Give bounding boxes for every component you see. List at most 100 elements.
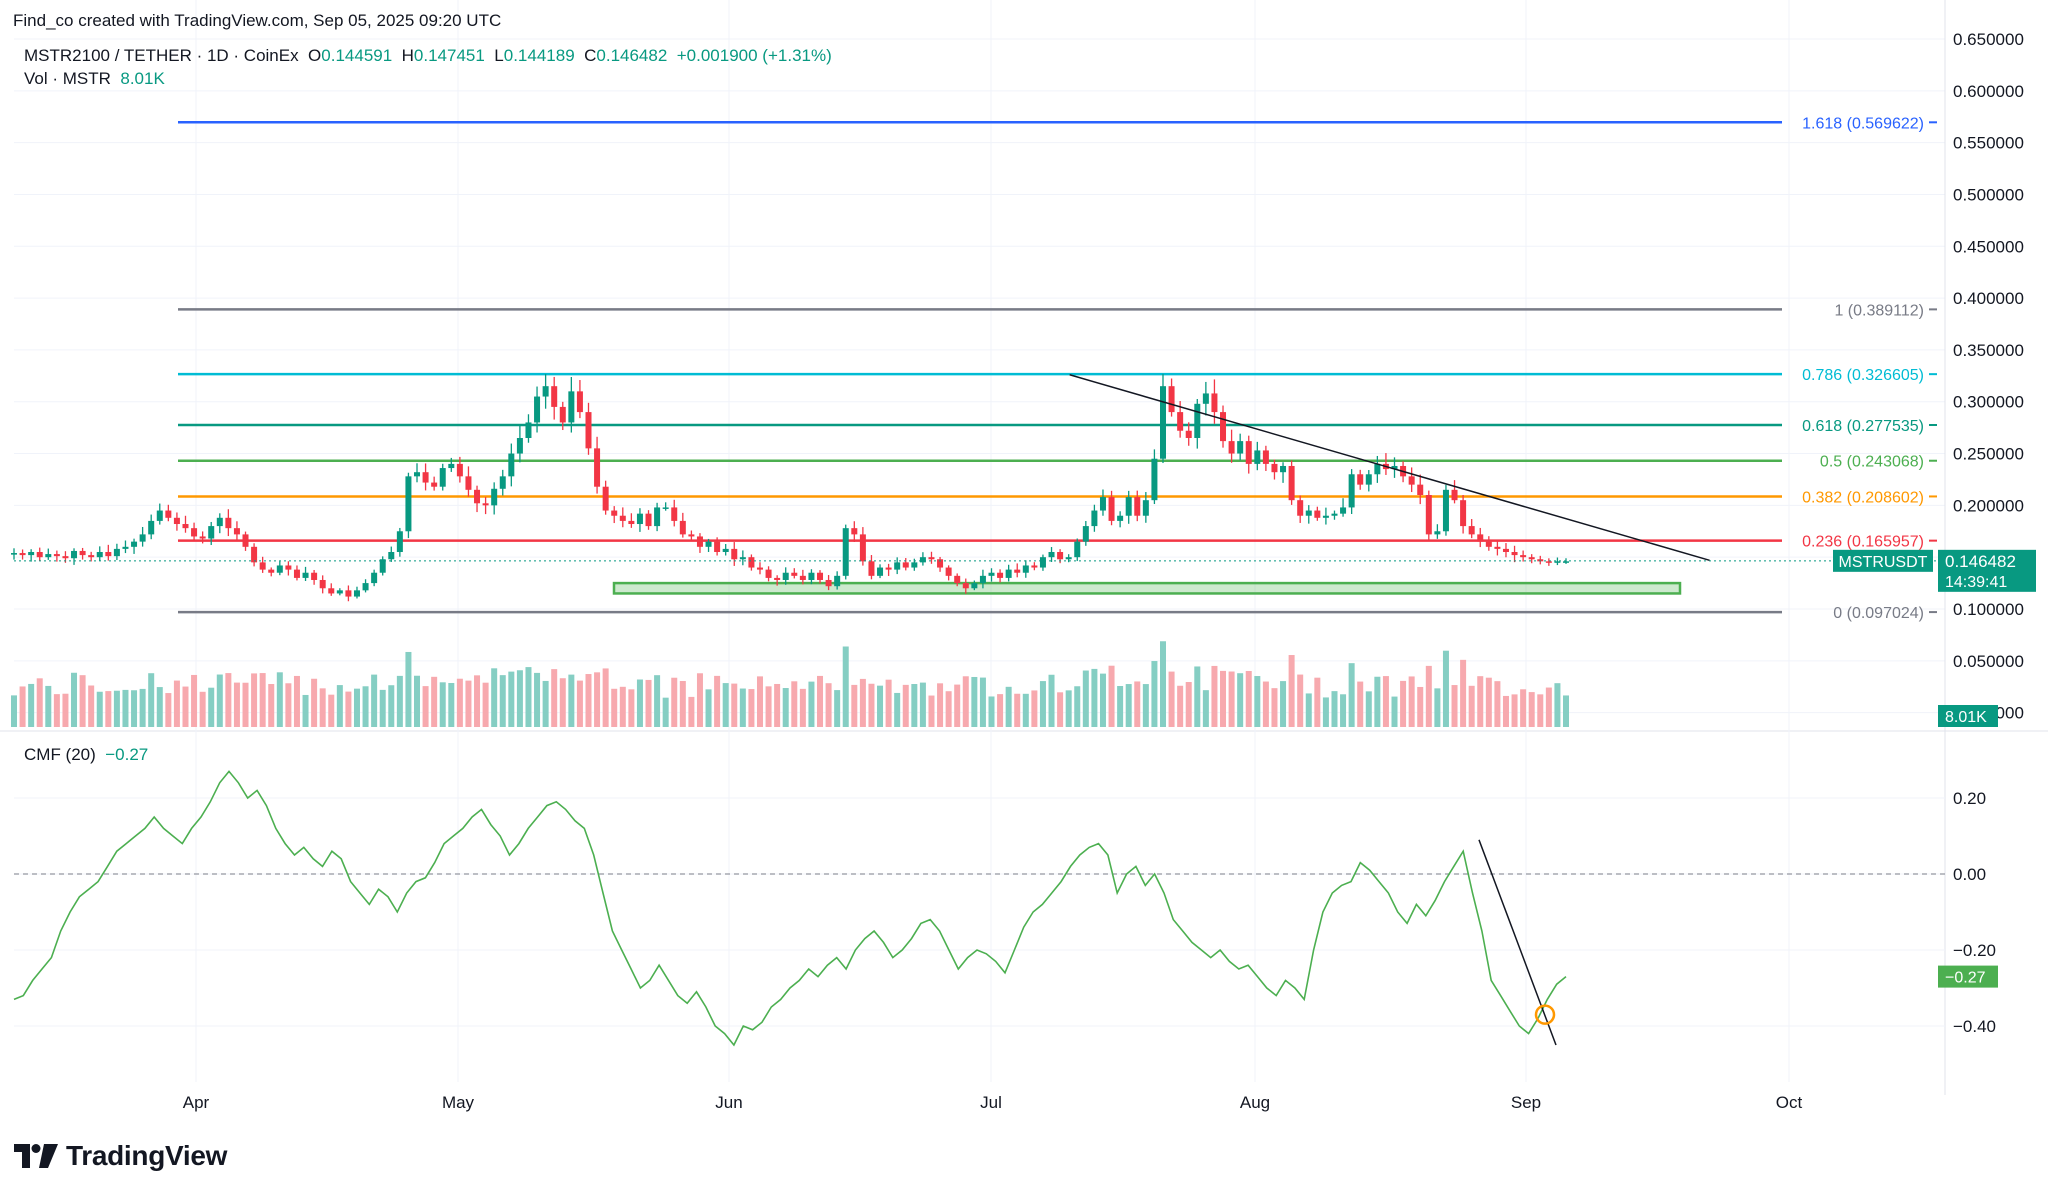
candle-body xyxy=(79,550,86,556)
candle-body xyxy=(516,438,523,454)
candle-body xyxy=(1460,500,1467,527)
candle-body xyxy=(619,515,626,521)
volume-bar xyxy=(1511,694,1518,727)
volume-bar xyxy=(216,674,223,727)
candle-body xyxy=(431,482,438,487)
volume-bar xyxy=(1322,697,1329,727)
volume-bar xyxy=(1425,665,1432,727)
volume-bar xyxy=(1245,670,1252,727)
volume-bar xyxy=(885,679,892,727)
volume-bar xyxy=(88,685,95,727)
candle-body xyxy=(842,528,849,576)
volume-bar xyxy=(148,673,155,727)
candle-body xyxy=(353,590,360,597)
volume-bar xyxy=(962,676,969,727)
volume-bar xyxy=(499,675,506,727)
candle-body xyxy=(791,572,798,576)
volume-bar xyxy=(1280,681,1287,727)
fib-level-label: 0.618 (0.277535) xyxy=(1802,418,1924,435)
candle-body xyxy=(96,552,103,558)
candle-body xyxy=(911,562,918,568)
fibonacci-levels[interactable]: 1.618 (0.569622) 1 (0.389112) 0.786 (0.326… xyxy=(178,115,1937,622)
volume-bar xyxy=(619,686,626,727)
price-tick-label: 0.600000 xyxy=(1953,82,2024,101)
volume-bar xyxy=(756,676,763,727)
volume-legend[interactable]: Vol · MSTR 8.01K xyxy=(24,69,165,89)
volume-bar xyxy=(448,682,455,727)
volume-bar xyxy=(611,688,618,727)
volume-bar xyxy=(1177,685,1184,727)
volume-bar xyxy=(1117,686,1124,727)
support-zone[interactable] xyxy=(612,581,1682,595)
cmf-tick-label: −0.20 xyxy=(1953,941,1996,960)
candle-body xyxy=(414,472,421,477)
close-label: C xyxy=(584,46,597,65)
volume-bar xyxy=(825,683,832,727)
tradingview-logo[interactable]: TradingView xyxy=(14,1140,227,1172)
volume-bar xyxy=(1228,671,1235,727)
candle-body xyxy=(88,555,95,558)
volume-bar xyxy=(817,675,824,727)
volume-bar xyxy=(1185,682,1192,727)
time-axis[interactable]: Apr May Jun Jul Aug Sep Oct xyxy=(183,1093,1803,1112)
candle-body xyxy=(1408,476,1415,485)
change-value: +0.001900 (+1.31%) xyxy=(676,46,832,65)
volume-bar xyxy=(319,688,326,727)
time-tick-label: May xyxy=(442,1093,475,1112)
volume-bar xyxy=(431,676,438,727)
candle-body xyxy=(45,554,52,558)
candle-body xyxy=(1494,546,1501,549)
volume-bar xyxy=(456,678,463,727)
volume-bar xyxy=(534,672,541,727)
volume-bar xyxy=(731,683,738,727)
candle-body xyxy=(482,503,489,506)
candle-body xyxy=(971,583,978,589)
volume-bar xyxy=(919,682,926,727)
volume-bar xyxy=(1211,665,1218,727)
volume-bar xyxy=(379,689,386,727)
volume-bar xyxy=(1391,696,1398,727)
volume-bar xyxy=(1125,684,1132,727)
cmf-value: −0.27 xyxy=(105,745,149,764)
volume-tag xyxy=(1938,705,1998,727)
candle-body xyxy=(362,583,369,591)
volume-bar xyxy=(10,695,18,727)
candle-body xyxy=(688,534,695,537)
candle-body xyxy=(1220,412,1227,442)
symbol-legend[interactable]: MSTR2100 / TETHER · 1D · CoinEx O0.14459… xyxy=(24,46,832,66)
candle-body xyxy=(1125,497,1132,516)
price-axis[interactable]: 0.650000 0.600000 0.550000 0.500000 0.450000… xyxy=(1833,30,2036,1036)
cmf-legend[interactable]: CMF (20) −0.27 xyxy=(24,745,148,765)
volume-bar xyxy=(1022,693,1029,727)
candle-body xyxy=(53,554,60,557)
volume-bar xyxy=(293,675,300,727)
candle-body xyxy=(1417,484,1424,495)
fib-level-label: 0.382 (0.208602) xyxy=(1802,489,1924,506)
volume-bar xyxy=(482,682,489,727)
candle-body xyxy=(319,579,326,589)
candle-body xyxy=(714,541,721,552)
volume-bar xyxy=(714,675,721,727)
volume-bar xyxy=(696,673,703,727)
candle-body xyxy=(28,552,35,556)
volume-bar xyxy=(28,683,35,727)
candle-body xyxy=(336,590,343,594)
volume-bar xyxy=(1014,693,1021,727)
volume-bar xyxy=(902,684,909,727)
volume-bar xyxy=(1365,691,1372,727)
volume-bar xyxy=(53,694,60,727)
volume-bar xyxy=(113,690,120,727)
volume-bar xyxy=(748,689,755,727)
candle-body xyxy=(268,569,275,573)
candle-body xyxy=(997,572,1004,578)
price-tick-label: 0.200000 xyxy=(1953,496,2024,515)
trendlines[interactable] xyxy=(1069,374,1710,562)
volume-bar xyxy=(225,673,232,727)
volume-bar xyxy=(954,684,961,727)
volume-bar xyxy=(1057,692,1064,727)
cmf-marker-circle xyxy=(1534,1004,1556,1025)
volume-bar xyxy=(199,691,206,727)
symbol-tag xyxy=(1833,549,1933,572)
volume-bar xyxy=(1528,692,1535,727)
